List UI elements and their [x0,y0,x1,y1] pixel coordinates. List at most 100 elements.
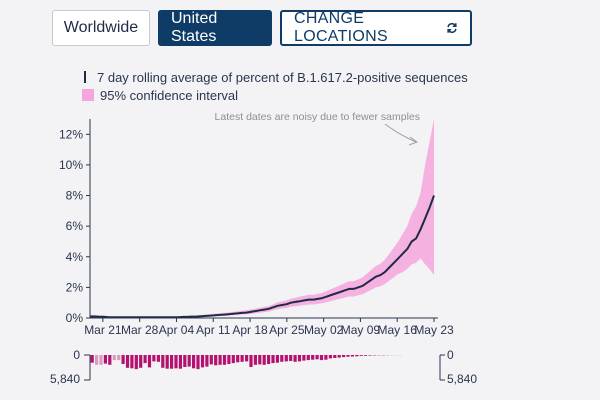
change-locations-button[interactable]: CHANGE LOCATIONS [280,10,472,46]
sample-count-bar [297,355,302,362]
sample-count-bar [267,355,271,364]
location-toggle: Worldwide United States CHANGE LOCATIONS [52,10,472,46]
sample-count-bar [302,355,306,361]
x-tick-label: May 23 [414,323,454,337]
y-tick-label: 10% [59,158,83,172]
sample-count-bar [121,355,125,364]
x-tick-label: May 16 [378,323,418,337]
sample-count-bar [161,355,165,368]
sample-count-bar [227,355,231,364]
sample-count-bar [271,355,275,364]
noisy-dates-annotation: Latest dates are noisy due to fewer samp… [215,111,420,123]
sample-count-bar [311,355,315,360]
sample-count-bar [245,355,249,362]
sample-count-bar [262,355,266,365]
sample-count-bar [200,355,205,368]
x-tick-label: Apr 25 [269,323,305,337]
rolling-average-line [90,195,435,319]
worldwide-button[interactable]: Worldwide [52,10,150,46]
sample-count-bar [324,355,328,360]
sample-count-bar [196,355,200,370]
sample-count-bar [187,355,191,367]
sample-count-bar [165,355,169,369]
sample-count-bar [174,355,178,369]
united-states-button[interactable]: United States [158,10,272,46]
sample-count-bar [130,355,134,369]
sample-count-bar [249,355,253,367]
sample-count-bar [280,355,284,362]
sample-count-bar [125,355,130,368]
confidence-band [90,119,434,318]
annotation-arrow [384,123,417,143]
sample-count-bar [350,355,354,357]
x-tick-label: Mar 28 [121,323,159,337]
sample-count-bar [231,355,235,364]
y-tick-label: 2% [66,280,84,294]
sample-count-bar [364,355,368,356]
sample-count-bar [284,355,288,362]
y-tick-label: 0% [66,311,84,325]
counts-scale-left-zero: 0 [73,348,80,362]
sample-count-bar [139,355,143,368]
sample-count-bar [170,355,174,369]
sample-count-bar [258,355,262,365]
y-tick-label: 6% [66,219,84,233]
sample-count-bar [143,355,147,364]
sample-count-bar [337,355,341,358]
legend-line-label: 7 day rolling average of percent of B.1.… [97,69,468,85]
sample-count-bar [346,355,350,357]
sample-count-bar [359,355,363,356]
sample-count-bar [355,355,359,357]
sample-count-bar [183,355,187,367]
sample-count-bar [192,355,196,369]
legend-line-marker [84,71,86,83]
sample-count-bar [236,355,240,363]
sample-count-bar [214,355,218,366]
sample-count-bar [222,355,227,365]
sample-count-bar [275,355,279,363]
legend-band-swatch [82,89,94,101]
sample-count-bar [342,355,346,358]
sample-count-bar [156,355,160,362]
sample-count-bar [112,355,116,361]
legend-band-label: 95% confidence interval [100,87,239,103]
x-tick-label: Apr 04 [159,323,195,337]
annotation-arrowhead [408,136,419,146]
y-tick-label: 8% [66,189,84,203]
sample-count-bar [289,355,293,361]
sample-count-bar [333,355,337,358]
chart-legend: 7 day rolling average of percent of B.1.… [82,68,468,104]
sample-count-bar [328,355,332,359]
y-tick-label: 4% [66,250,84,264]
counts-scale-left-max: 5,840 [50,372,80,386]
sample-count-bar [253,355,257,365]
sample-count-bar [306,355,310,361]
sample-count-bar [90,355,94,363]
sample-count-bar [209,355,213,365]
sample-count-bar [152,355,156,362]
legend-band-entry: 95% confidence interval [82,86,468,104]
counts-scale-right-zero: 0 [447,348,454,362]
legend-line-entry: 7 day rolling average of percent of B.1.… [82,68,468,86]
sample-count-bar [240,355,244,362]
y-tick-label: 12% [59,127,83,141]
sample-count-bar [319,355,324,361]
sample-count-bar [103,355,107,364]
x-tick-label: Apr 11 [196,323,231,337]
refresh-icon [447,22,457,34]
x-tick-label: Apr 18 [232,323,268,337]
sample-count-bar [205,355,209,367]
change-locations-label: CHANGE LOCATIONS [294,10,388,45]
sample-count-bar [108,355,112,365]
sample-count-bar [368,355,372,356]
x-tick-label: May 02 [304,323,344,337]
sample-count-bar [315,355,319,360]
sample-count-bar [134,355,138,370]
sample-count-bar [178,355,182,369]
x-tick-label: May 09 [341,323,381,337]
x-tick-label: Mar 21 [84,323,122,337]
sample-count-bar [99,355,103,365]
sample-count-bar [147,355,152,368]
sample-count-bar [95,355,99,365]
